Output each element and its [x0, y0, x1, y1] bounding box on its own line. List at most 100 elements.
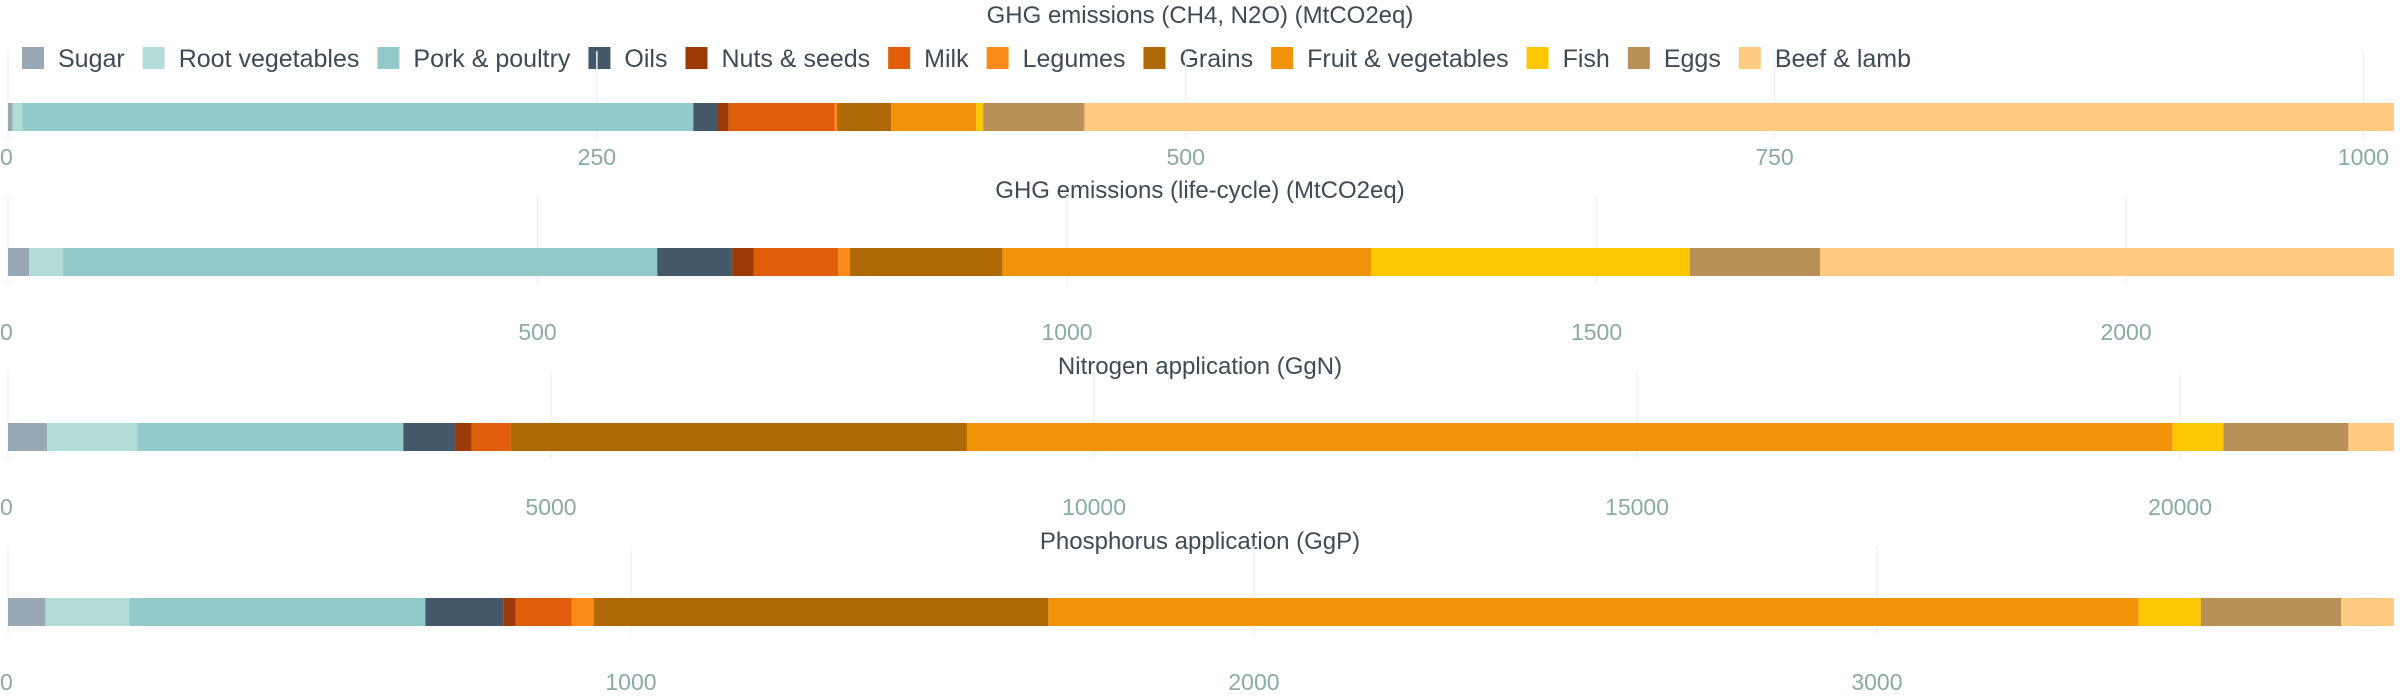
legend-swatch-legumes [986, 47, 1009, 69]
legend-item-root-vegetables[interactable]: Root vegetables [142, 45, 360, 73]
legend-swatch-fruit-and-vegetables [1271, 47, 1294, 69]
x-tick-label: 0 [0, 144, 13, 170]
bar-segment-fish[interactable] [2138, 598, 2201, 626]
bar-segment-oils[interactable] [403, 423, 456, 451]
legend-item-fish[interactable]: Fish [1526, 45, 1610, 73]
x-tick-label: 3000 [1851, 669, 1902, 695]
bar-segment-fruit-and-vegetables[interactable] [891, 103, 977, 131]
panel-2: GHG emissions (life-cycle) (MtCO2eq) 0 500… [0, 177, 2394, 345]
legend-item-nuts-and-seeds[interactable]: Nuts & seeds [685, 45, 870, 73]
legend-swatch-root-vegetables [142, 47, 165, 69]
legend-item-grains[interactable]: Grains [1143, 45, 1253, 73]
x-tick-label: 20000 [2148, 494, 2212, 520]
x-tick-label: 0 [0, 669, 13, 695]
legend-swatch-oils [588, 47, 611, 69]
bar-segment-milk[interactable] [728, 103, 835, 131]
bar-segment-root-vegetables[interactable] [45, 598, 130, 626]
bar-segment-beef-and-lamb[interactable] [1084, 103, 2394, 131]
panel-title: Nitrogen application (GgN) [1058, 353, 1342, 380]
legend-label-milk: Milk [924, 45, 969, 73]
bar-segment-eggs[interactable] [2200, 598, 2342, 626]
bar-segment-oils[interactable] [657, 248, 733, 276]
bar-segment-pork-and-poultry[interactable] [137, 423, 404, 451]
bar-segment-nuts-and-seeds[interactable] [716, 103, 729, 131]
bar-segment-beef-and-lamb[interactable] [2341, 598, 2394, 626]
bar-segment-sugar[interactable] [8, 598, 46, 626]
legend-item-oils[interactable]: Oils [588, 45, 667, 73]
bar-segment-pork-and-poultry[interactable] [63, 248, 658, 276]
legend-item-milk[interactable]: Milk [888, 45, 969, 73]
bar-segment-root-vegetables[interactable] [29, 248, 64, 276]
legend-item-legumes[interactable]: Legumes [986, 45, 1126, 73]
legend-swatch-eggs [1627, 47, 1650, 69]
legend-label-eggs: Eggs [1664, 45, 1721, 73]
legend-label-beef-and-lamb: Beef & lamb [1775, 45, 1911, 73]
bar-segment-fruit-and-vegetables[interactable] [1048, 598, 2139, 626]
legend-item-fruit-and-vegetables[interactable]: Fruit & vegetables [1271, 45, 1509, 73]
panel-title: GHG emissions (life-cycle) (MtCO2eq) [995, 177, 1404, 204]
bar-segment-sugar[interactable] [8, 423, 48, 451]
bar-segment-fish[interactable] [2172, 423, 2224, 451]
legend-item-eggs[interactable]: Eggs [1627, 45, 1721, 73]
x-tick-label: 10000 [1062, 494, 1126, 520]
legend-swatch-sugar [22, 47, 44, 69]
bar-segment-fruit-and-vegetables[interactable] [1002, 248, 1371, 276]
bar-segment-grains[interactable] [849, 248, 1003, 276]
bar-segment-sugar[interactable] [8, 103, 13, 131]
bar-segment-pork-and-poultry[interactable] [22, 103, 694, 131]
bar-segment-oils[interactable] [693, 103, 717, 131]
bar-segment-legumes[interactable] [838, 248, 850, 276]
bar-segment-eggs[interactable] [983, 103, 1085, 131]
legend-label-grains: Grains [1179, 45, 1253, 73]
bar-segment-beef-and-lamb[interactable] [1820, 248, 2394, 276]
bar-segment-fish[interactable] [1370, 248, 1690, 276]
legend-label-sugar: Sugar [58, 45, 125, 73]
legend-label-fruit-and-vegetables: Fruit & vegetables [1307, 45, 1509, 73]
bar-segment-root-vegetables[interactable] [47, 423, 138, 451]
bar-segment-fruit-and-vegetables[interactable] [966, 423, 2173, 451]
bar-segment-fish[interactable] [976, 103, 984, 131]
x-tick-label: 500 [1167, 144, 1205, 170]
x-tick-label: 5000 [525, 494, 576, 520]
bar-segment-eggs[interactable] [2223, 423, 2349, 451]
bar-segment-nuts-and-seeds[interactable] [455, 423, 472, 451]
bar-segment-eggs[interactable] [1689, 248, 1821, 276]
x-tick-label: 1000 [1041, 319, 1092, 345]
x-tick-label: 0 [0, 319, 13, 345]
legend-item-beef-and-lamb[interactable]: Beef & lamb [1738, 45, 1911, 73]
panel-title: GHG emissions (CH4, N2O) (MtCO2eq) [987, 2, 1414, 29]
panel-title: Phosphorus application (GgP) [1040, 528, 1360, 555]
x-tick-label: 1000 [2338, 144, 2389, 170]
legend-item-sugar[interactable]: Sugar [22, 45, 125, 73]
bar-segment-legumes[interactable] [571, 598, 594, 626]
legend-label-nuts-and-seeds: Nuts & seeds [721, 45, 870, 73]
bar-segment-beef-and-lamb[interactable] [2348, 423, 2394, 451]
legend-item-pork-and-poultry[interactable]: Pork & poultry [377, 45, 571, 73]
bar-segment-pork-and-poultry[interactable] [129, 598, 426, 626]
bar-segment-grains[interactable] [837, 103, 892, 131]
x-tick-label: 750 [1755, 144, 1793, 170]
legend-swatch-fish [1526, 47, 1549, 69]
bar-segment-oils[interactable] [425, 598, 504, 626]
bar-segment-sugar[interactable] [8, 248, 30, 276]
bar-segment-grains[interactable] [510, 423, 967, 451]
panel-1: GHG emissions (CH4, N2O) (MtCO2eq) 0 250 50… [0, 2, 2394, 170]
bar-segment-root-vegetables[interactable] [12, 103, 23, 131]
x-tick-label: 15000 [1605, 494, 1669, 520]
legend-label-oils: Oils [624, 45, 667, 73]
legend: Sugar Root vegetables Pork & poultry Oils Nu… [22, 45, 1911, 73]
bar-segment-grains[interactable] [593, 598, 1049, 626]
bar-segment-milk[interactable] [753, 248, 839, 276]
x-tick-label: 0 [0, 494, 13, 520]
bar-segment-milk[interactable] [471, 423, 511, 451]
bar-segment-nuts-and-seeds[interactable] [732, 248, 754, 276]
x-tick-label: 2000 [1228, 669, 1279, 695]
bar-segment-legumes[interactable] [834, 103, 838, 131]
legend-label-pork-and-poultry: Pork & poultry [413, 45, 571, 73]
legend-label-root-vegetables: Root vegetables [179, 45, 360, 73]
legend-swatch-grains [1143, 47, 1166, 69]
bar-segment-milk[interactable] [515, 598, 572, 626]
bar-segment-nuts-and-seeds[interactable] [503, 598, 516, 626]
